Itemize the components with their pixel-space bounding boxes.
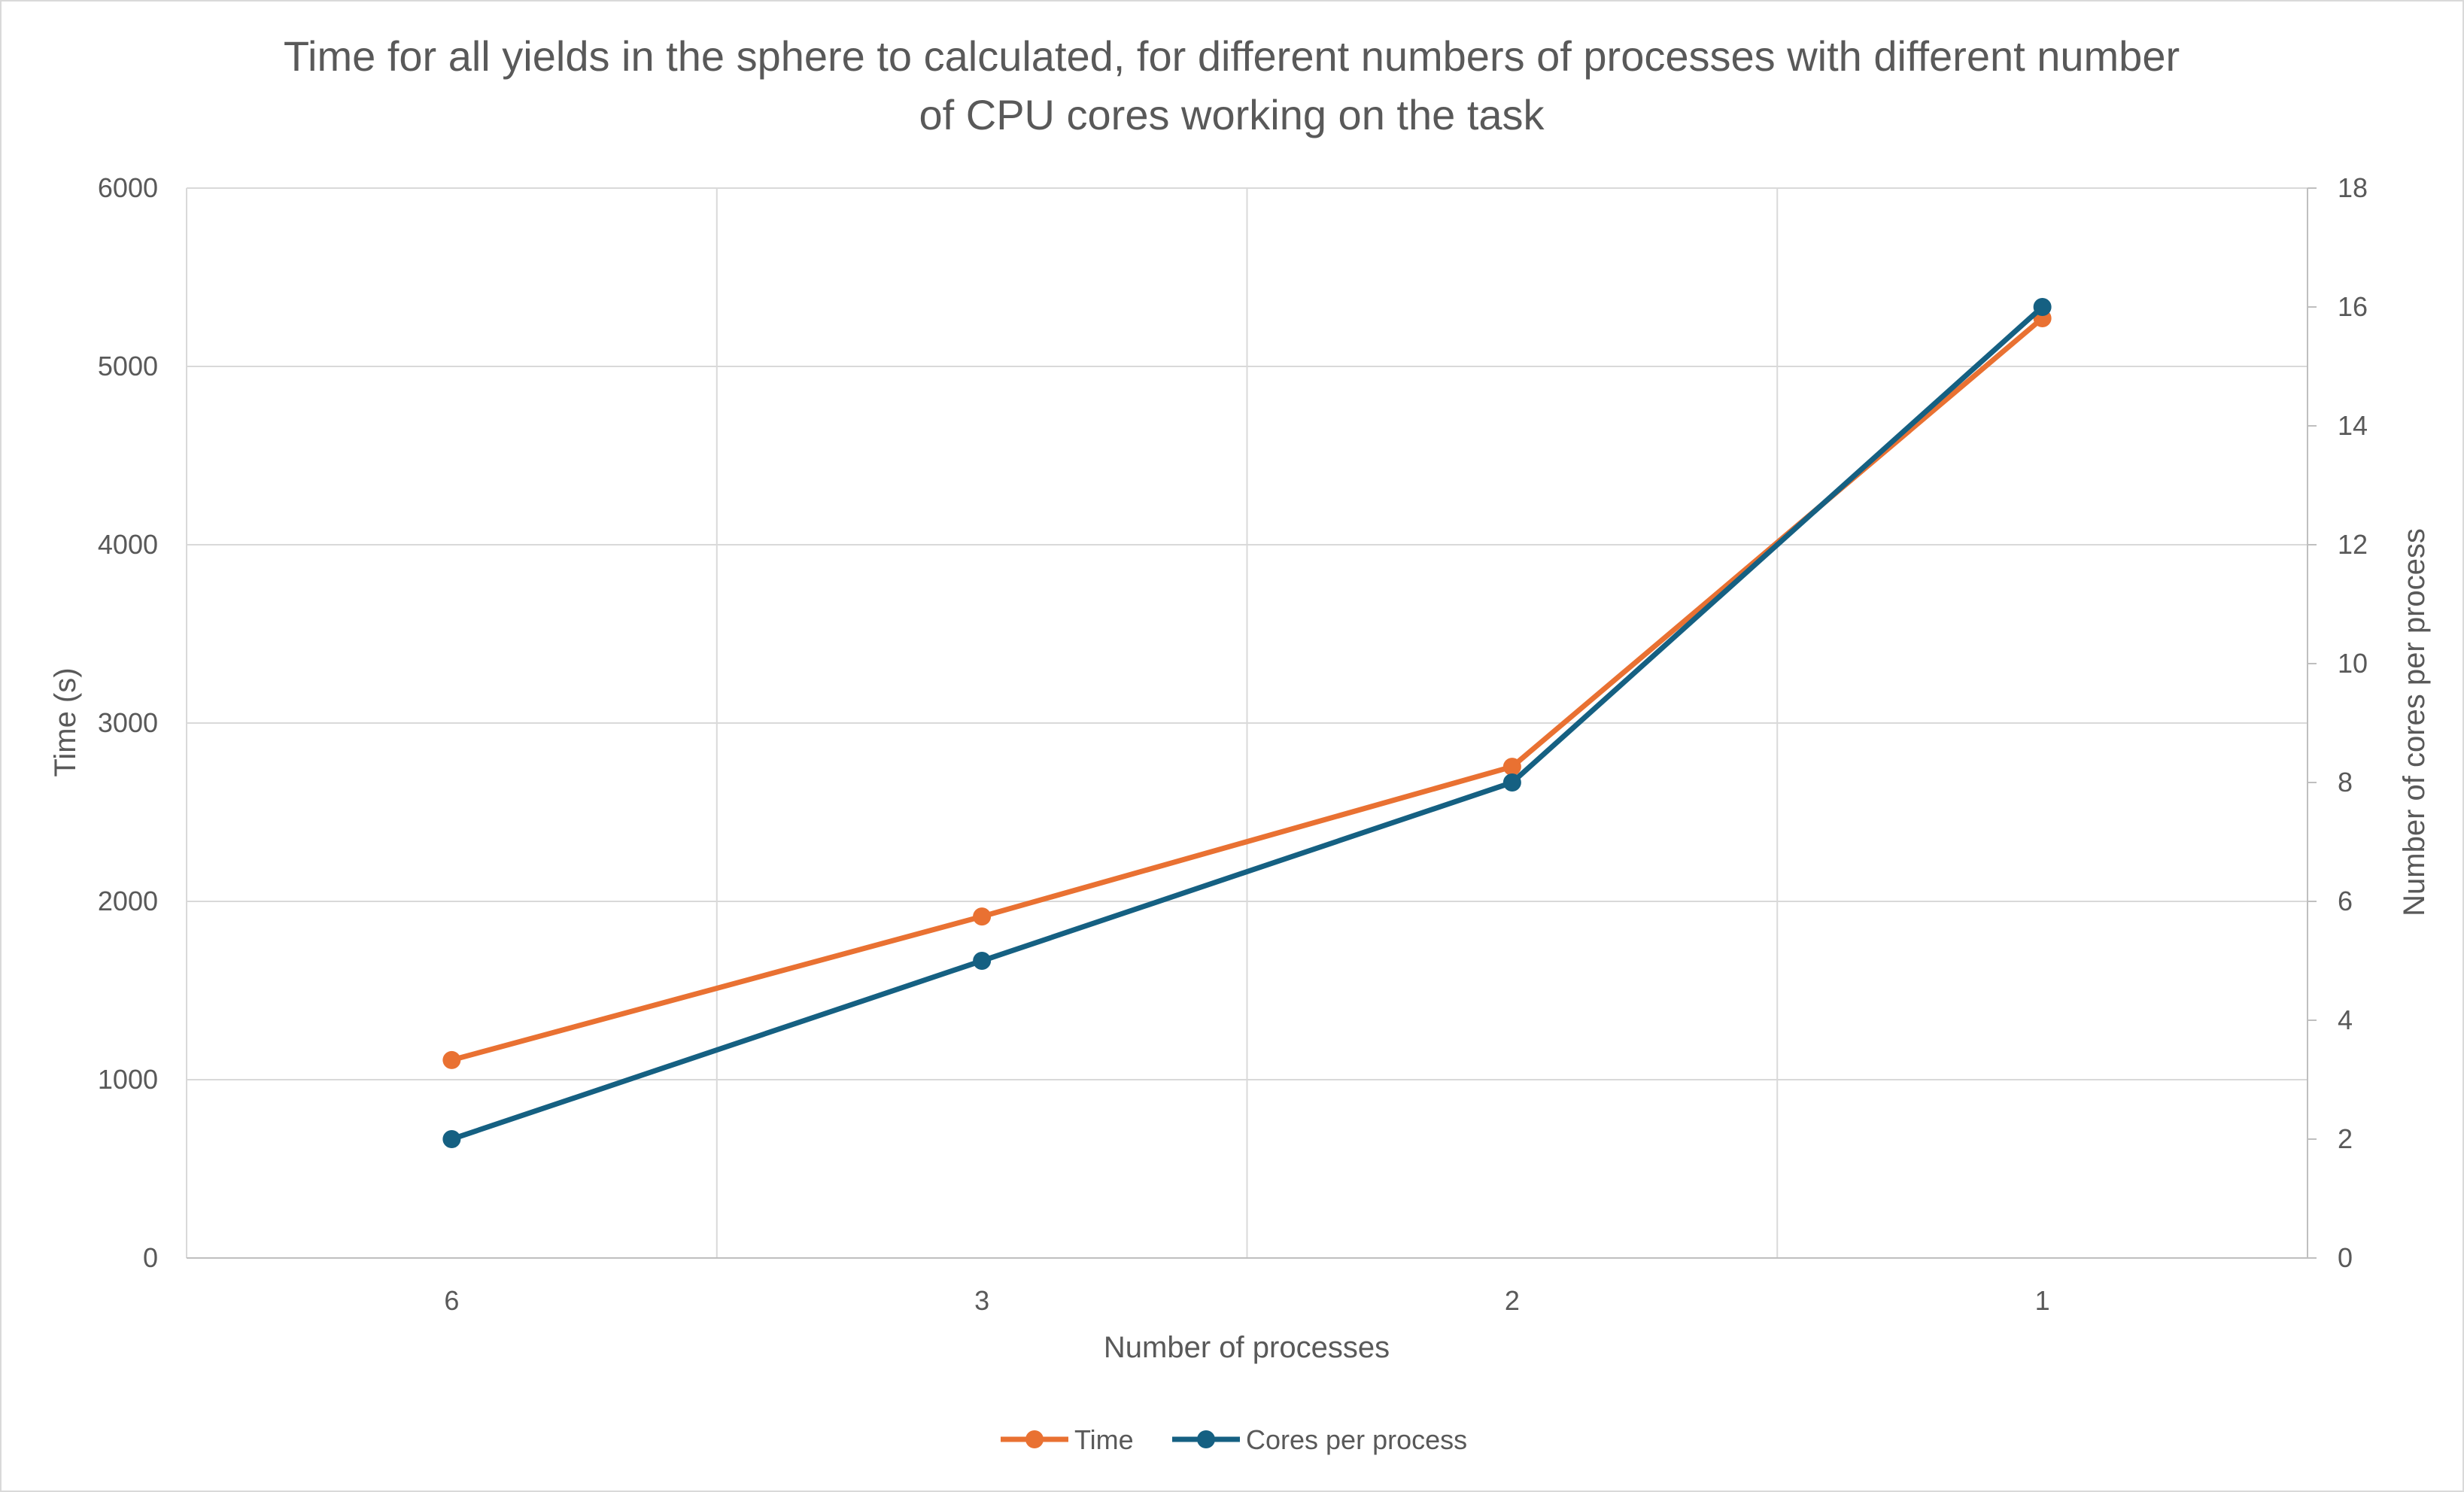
y2-tick-label: 10 (2338, 648, 2368, 679)
y2-tick-label: 18 (2338, 172, 2368, 203)
y2-tick-label: 4 (2338, 1004, 2353, 1035)
y2-tick-label: 12 (2338, 529, 2368, 560)
y-tick-label: 2000 (98, 886, 158, 916)
tick-labels: 0100020003000400050006000024681012141618… (98, 172, 2368, 1316)
y2-tick-label: 14 (2338, 410, 2368, 441)
y-tick-label: 3000 (98, 707, 158, 738)
x-tick-label: 1 (2035, 1285, 2050, 1316)
chart-title-line-1: Time for all yields in the sphere to cal… (284, 32, 2180, 80)
y2-tick-label: 16 (2338, 291, 2368, 322)
y-tick-label: 0 (143, 1242, 158, 1273)
x-tick-label: 6 (444, 1285, 459, 1316)
data-point-cores-per-process (442, 1130, 461, 1148)
y-axis-title: Time (s) (49, 667, 82, 776)
data-point-cores-per-process (973, 952, 992, 970)
legend-marker-time (1025, 1430, 1044, 1448)
x-axis-title: Number of processes (1104, 1331, 1390, 1364)
data-point-time (1502, 758, 1521, 776)
data-point-time (973, 907, 992, 926)
gridlines (186, 187, 2308, 1258)
legend: Time Cores per process (1001, 1424, 1467, 1455)
series-line-cores-per-process (448, 304, 2046, 1142)
legend-marker-cores-per-process (1197, 1430, 1215, 1448)
y2-tick-label: 6 (2338, 886, 2353, 916)
data-point-cores-per-process (1502, 773, 1521, 792)
y-tick-label: 6000 (98, 172, 158, 203)
y-tick-label: 4000 (98, 529, 158, 560)
y2-tick-label: 0 (2338, 1242, 2353, 1273)
chart-title-line-2: of CPU cores working on the task (919, 91, 1545, 138)
x-tick-label: 2 (1505, 1285, 1520, 1316)
data-point-time (442, 1050, 461, 1069)
y-tick-label: 1000 (98, 1064, 158, 1095)
y2-tick-label: 8 (2338, 767, 2353, 798)
y2-tick-label: 2 (2338, 1123, 2353, 1154)
legend-label-time: Time (1074, 1424, 1134, 1455)
y-tick-label: 5000 (98, 351, 158, 381)
series-lines (442, 298, 2052, 1148)
data-point-cores-per-process (2033, 298, 2052, 316)
axes (187, 187, 2317, 1259)
y2-axis-title: Number of cores per process (2398, 528, 2431, 916)
legend-label-cores-per-process: Cores per process (1246, 1424, 1467, 1455)
x-tick-label: 3 (974, 1285, 989, 1316)
